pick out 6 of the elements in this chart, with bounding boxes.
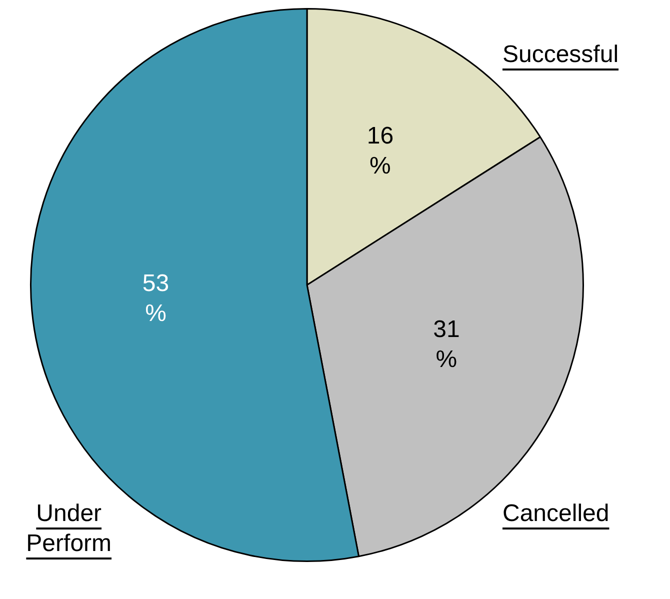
slice-label: Under Perform (26, 500, 112, 558)
data-label: 16 % (366, 122, 394, 180)
data-label: 53 % (142, 270, 170, 327)
slice-label: Successful (502, 41, 619, 68)
slice-label: Cancelled (502, 500, 610, 528)
data-label: 31 % (433, 316, 460, 373)
